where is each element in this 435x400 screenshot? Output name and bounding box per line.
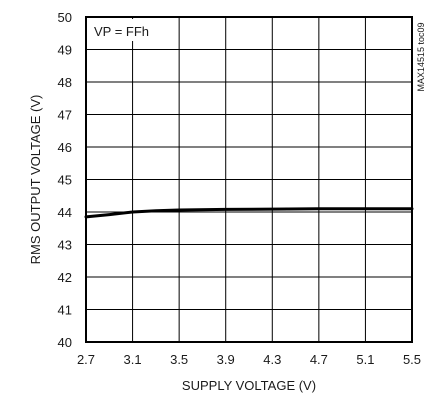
x-tick-label: 4.3 bbox=[263, 352, 281, 367]
series-group bbox=[84, 207, 414, 219]
x-tick-label: 2.7 bbox=[77, 352, 95, 367]
y-tick-label: 46 bbox=[58, 140, 72, 155]
x-tick-label: 5.1 bbox=[356, 352, 374, 367]
y-tick-label: 45 bbox=[58, 173, 72, 188]
x-tick-label: 3.5 bbox=[170, 352, 188, 367]
x-tick-label: 3.9 bbox=[217, 352, 235, 367]
y-axis-title: RMS OUTPUT VOLTAGE (V) bbox=[28, 95, 43, 265]
grid-lines bbox=[86, 17, 412, 342]
x-axis-title: SUPPLY VOLTAGE (V) bbox=[182, 378, 316, 393]
annotation-label: VP = FFh bbox=[94, 24, 149, 39]
x-tick-labels: 2.7 3.1 3.5 3.9 4.3 4.7 5.1 5.5 bbox=[77, 352, 421, 367]
plot-frame bbox=[85, 16, 413, 343]
x-tick-label: 3.1 bbox=[124, 352, 142, 367]
y-tick-label: 43 bbox=[58, 238, 72, 253]
y-tick-label: 42 bbox=[58, 270, 72, 285]
y-tick-label: 41 bbox=[58, 303, 72, 318]
y-tick-label: 49 bbox=[58, 43, 72, 58]
annotation-background bbox=[88, 19, 158, 41]
y-tick-label: 48 bbox=[58, 75, 72, 90]
y-tick-label: 50 bbox=[58, 10, 72, 25]
y-tick-label: 44 bbox=[58, 205, 72, 220]
series-line bbox=[84, 207, 414, 219]
figure-id: MAX14515 toc09 bbox=[416, 22, 426, 91]
x-tick-label: 4.7 bbox=[310, 352, 328, 367]
y-tick-labels: 40 41 42 43 44 45 46 47 48 49 50 bbox=[58, 10, 72, 350]
x-tick-label: 5.5 bbox=[403, 352, 421, 367]
y-tick-label: 47 bbox=[58, 108, 72, 123]
y-tick-label: 40 bbox=[58, 335, 72, 350]
